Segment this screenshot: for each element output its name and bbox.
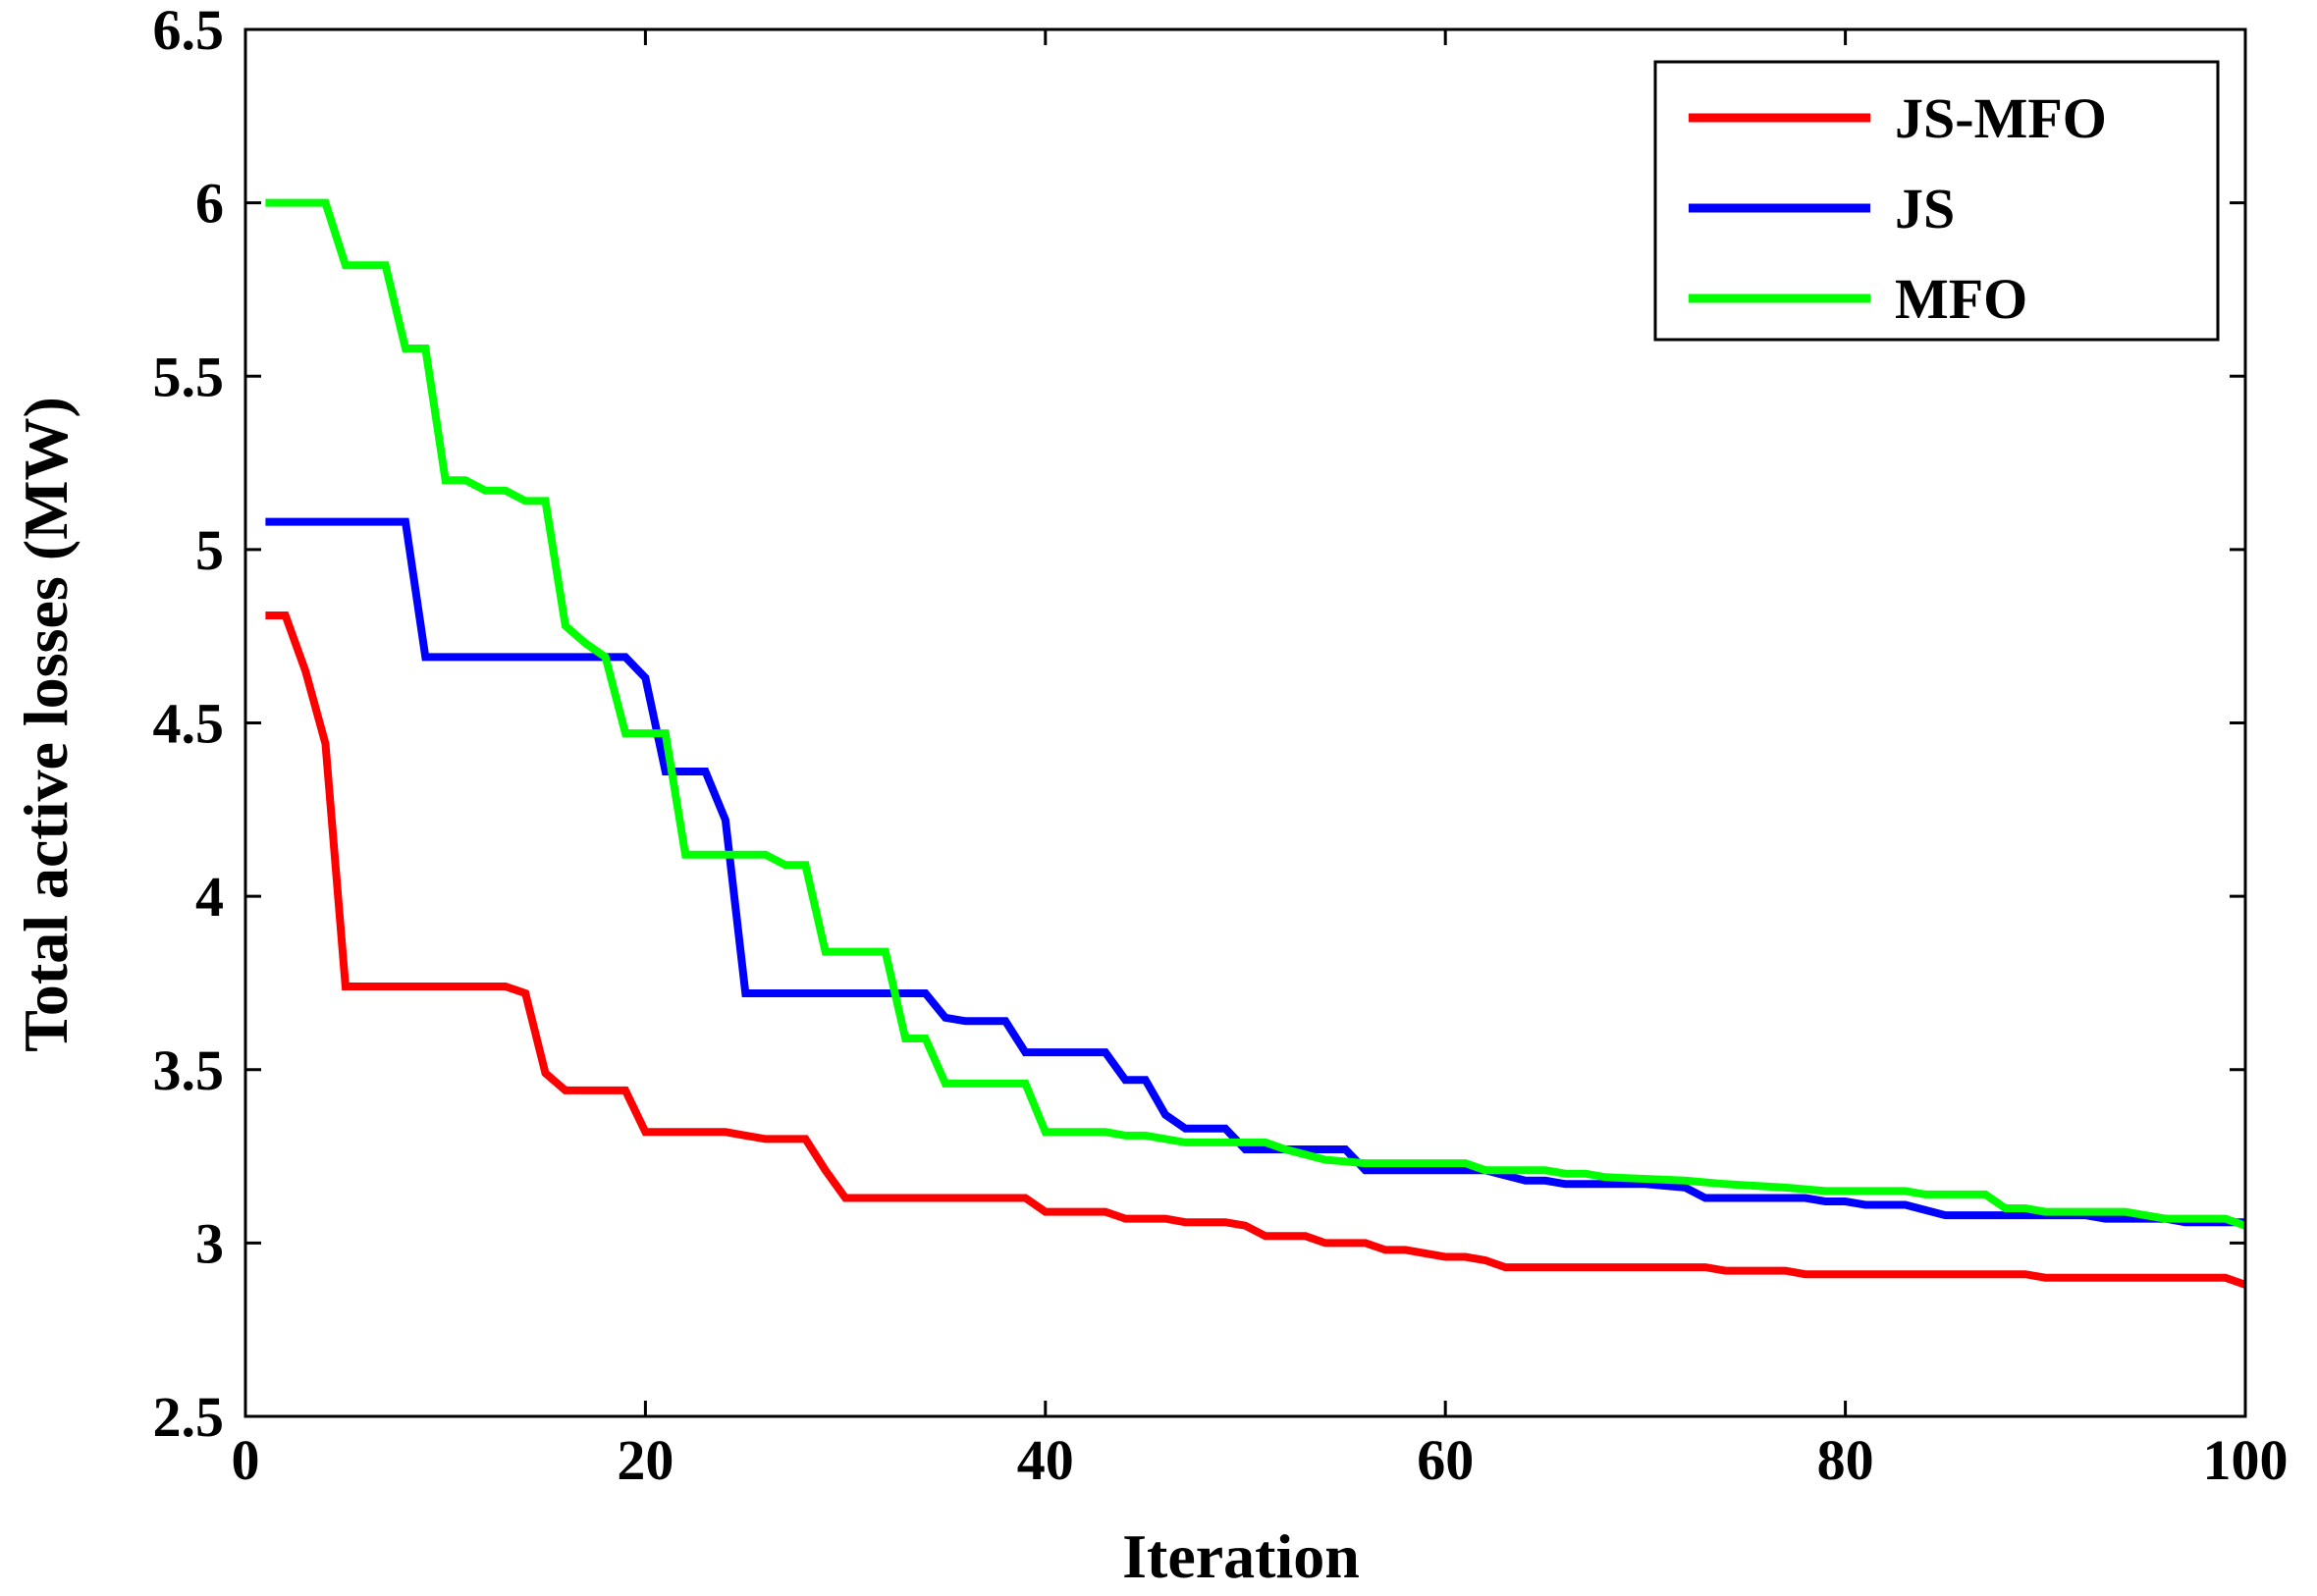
x-tick-label: 60: [1417, 1428, 1474, 1492]
legend-box: [1653, 60, 2220, 342]
y-tick-label: 6.5: [153, 0, 225, 62]
y-tick-label: 5.5: [153, 345, 225, 408]
y-tick-label: 6: [195, 172, 224, 236]
x-tick-label: 80: [1817, 1428, 1874, 1492]
y-tick-label: 2.5: [153, 1385, 225, 1449]
x-tick-label: 0: [232, 1428, 260, 1492]
y-tick-label: 3: [195, 1211, 224, 1275]
x-tick-label: 40: [1017, 1428, 1074, 1492]
legend-label: MFO: [1895, 267, 2027, 331]
y-tick-label: 5: [195, 518, 224, 582]
y-tick-label: 4.5: [153, 692, 225, 756]
legend-label: JS: [1895, 177, 1955, 240]
series-line-mfo: [265, 198, 2247, 1230]
series-line-js-mfo: [265, 612, 2247, 1289]
series-layer: [265, 198, 2247, 1289]
legend: JS-MFO JS MFO: [1653, 60, 2220, 342]
legend-label: JS-MFO: [1895, 86, 2107, 150]
y-axis-title: Total active losses (MW): [11, 397, 81, 1052]
y-tick-label: 3.5: [153, 1038, 225, 1102]
x-tick-label: 20: [617, 1428, 674, 1492]
series-line-js: [265, 517, 2245, 1227]
y-tick-label: 4: [195, 865, 224, 929]
x-axis-title: Iteration: [1122, 1521, 1360, 1591]
x-tick-label: 100: [2203, 1428, 2289, 1492]
tick-layer: 0 20 40 60 80 100 2.5 3 3.5 4 4.5 5 5.5 6 6.5: [153, 0, 2289, 1492]
